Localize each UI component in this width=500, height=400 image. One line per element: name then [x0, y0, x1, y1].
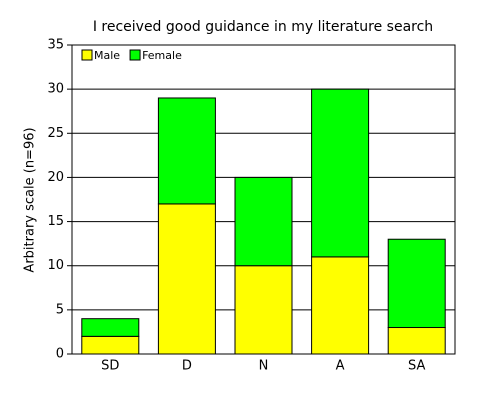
y-tick-label: 25 — [47, 126, 64, 141]
bar-segment — [81, 318, 140, 337]
y-tick-label: 15 — [47, 214, 64, 229]
bar-segment — [387, 327, 446, 355]
chart-title: I received good guidance in my literatur… — [93, 19, 433, 35]
y-tick-label: 20 — [47, 170, 64, 185]
bar-segment — [311, 88, 370, 258]
bar-segment — [81, 335, 140, 355]
x-tick-label: D — [182, 359, 192, 374]
x-tick-label: SA — [408, 359, 425, 374]
bar-segment — [311, 256, 370, 355]
legend-label: Male — [94, 49, 120, 62]
y-tick-label: 10 — [47, 258, 64, 273]
legend-label: Female — [142, 49, 182, 62]
bar-segment — [157, 203, 216, 355]
y-tick-label: 35 — [47, 38, 64, 53]
y-axis-label: Arbitrary scale (n=96) — [23, 127, 38, 272]
bar-segment — [234, 265, 293, 355]
x-tick-label: A — [336, 359, 345, 374]
y-tick-label: 30 — [47, 82, 64, 97]
plot-frame — [71, 44, 456, 355]
y-tick-label: 0 — [56, 347, 64, 362]
x-tick-label: SD — [101, 359, 119, 374]
y-tick-label: 5 — [56, 302, 64, 317]
legend-swatch — [81, 49, 93, 61]
legend-swatch — [129, 49, 141, 61]
bar-segment — [234, 176, 293, 267]
x-tick-label: N — [259, 359, 269, 374]
bar-segment — [157, 97, 216, 205]
bar-segment — [387, 238, 446, 329]
